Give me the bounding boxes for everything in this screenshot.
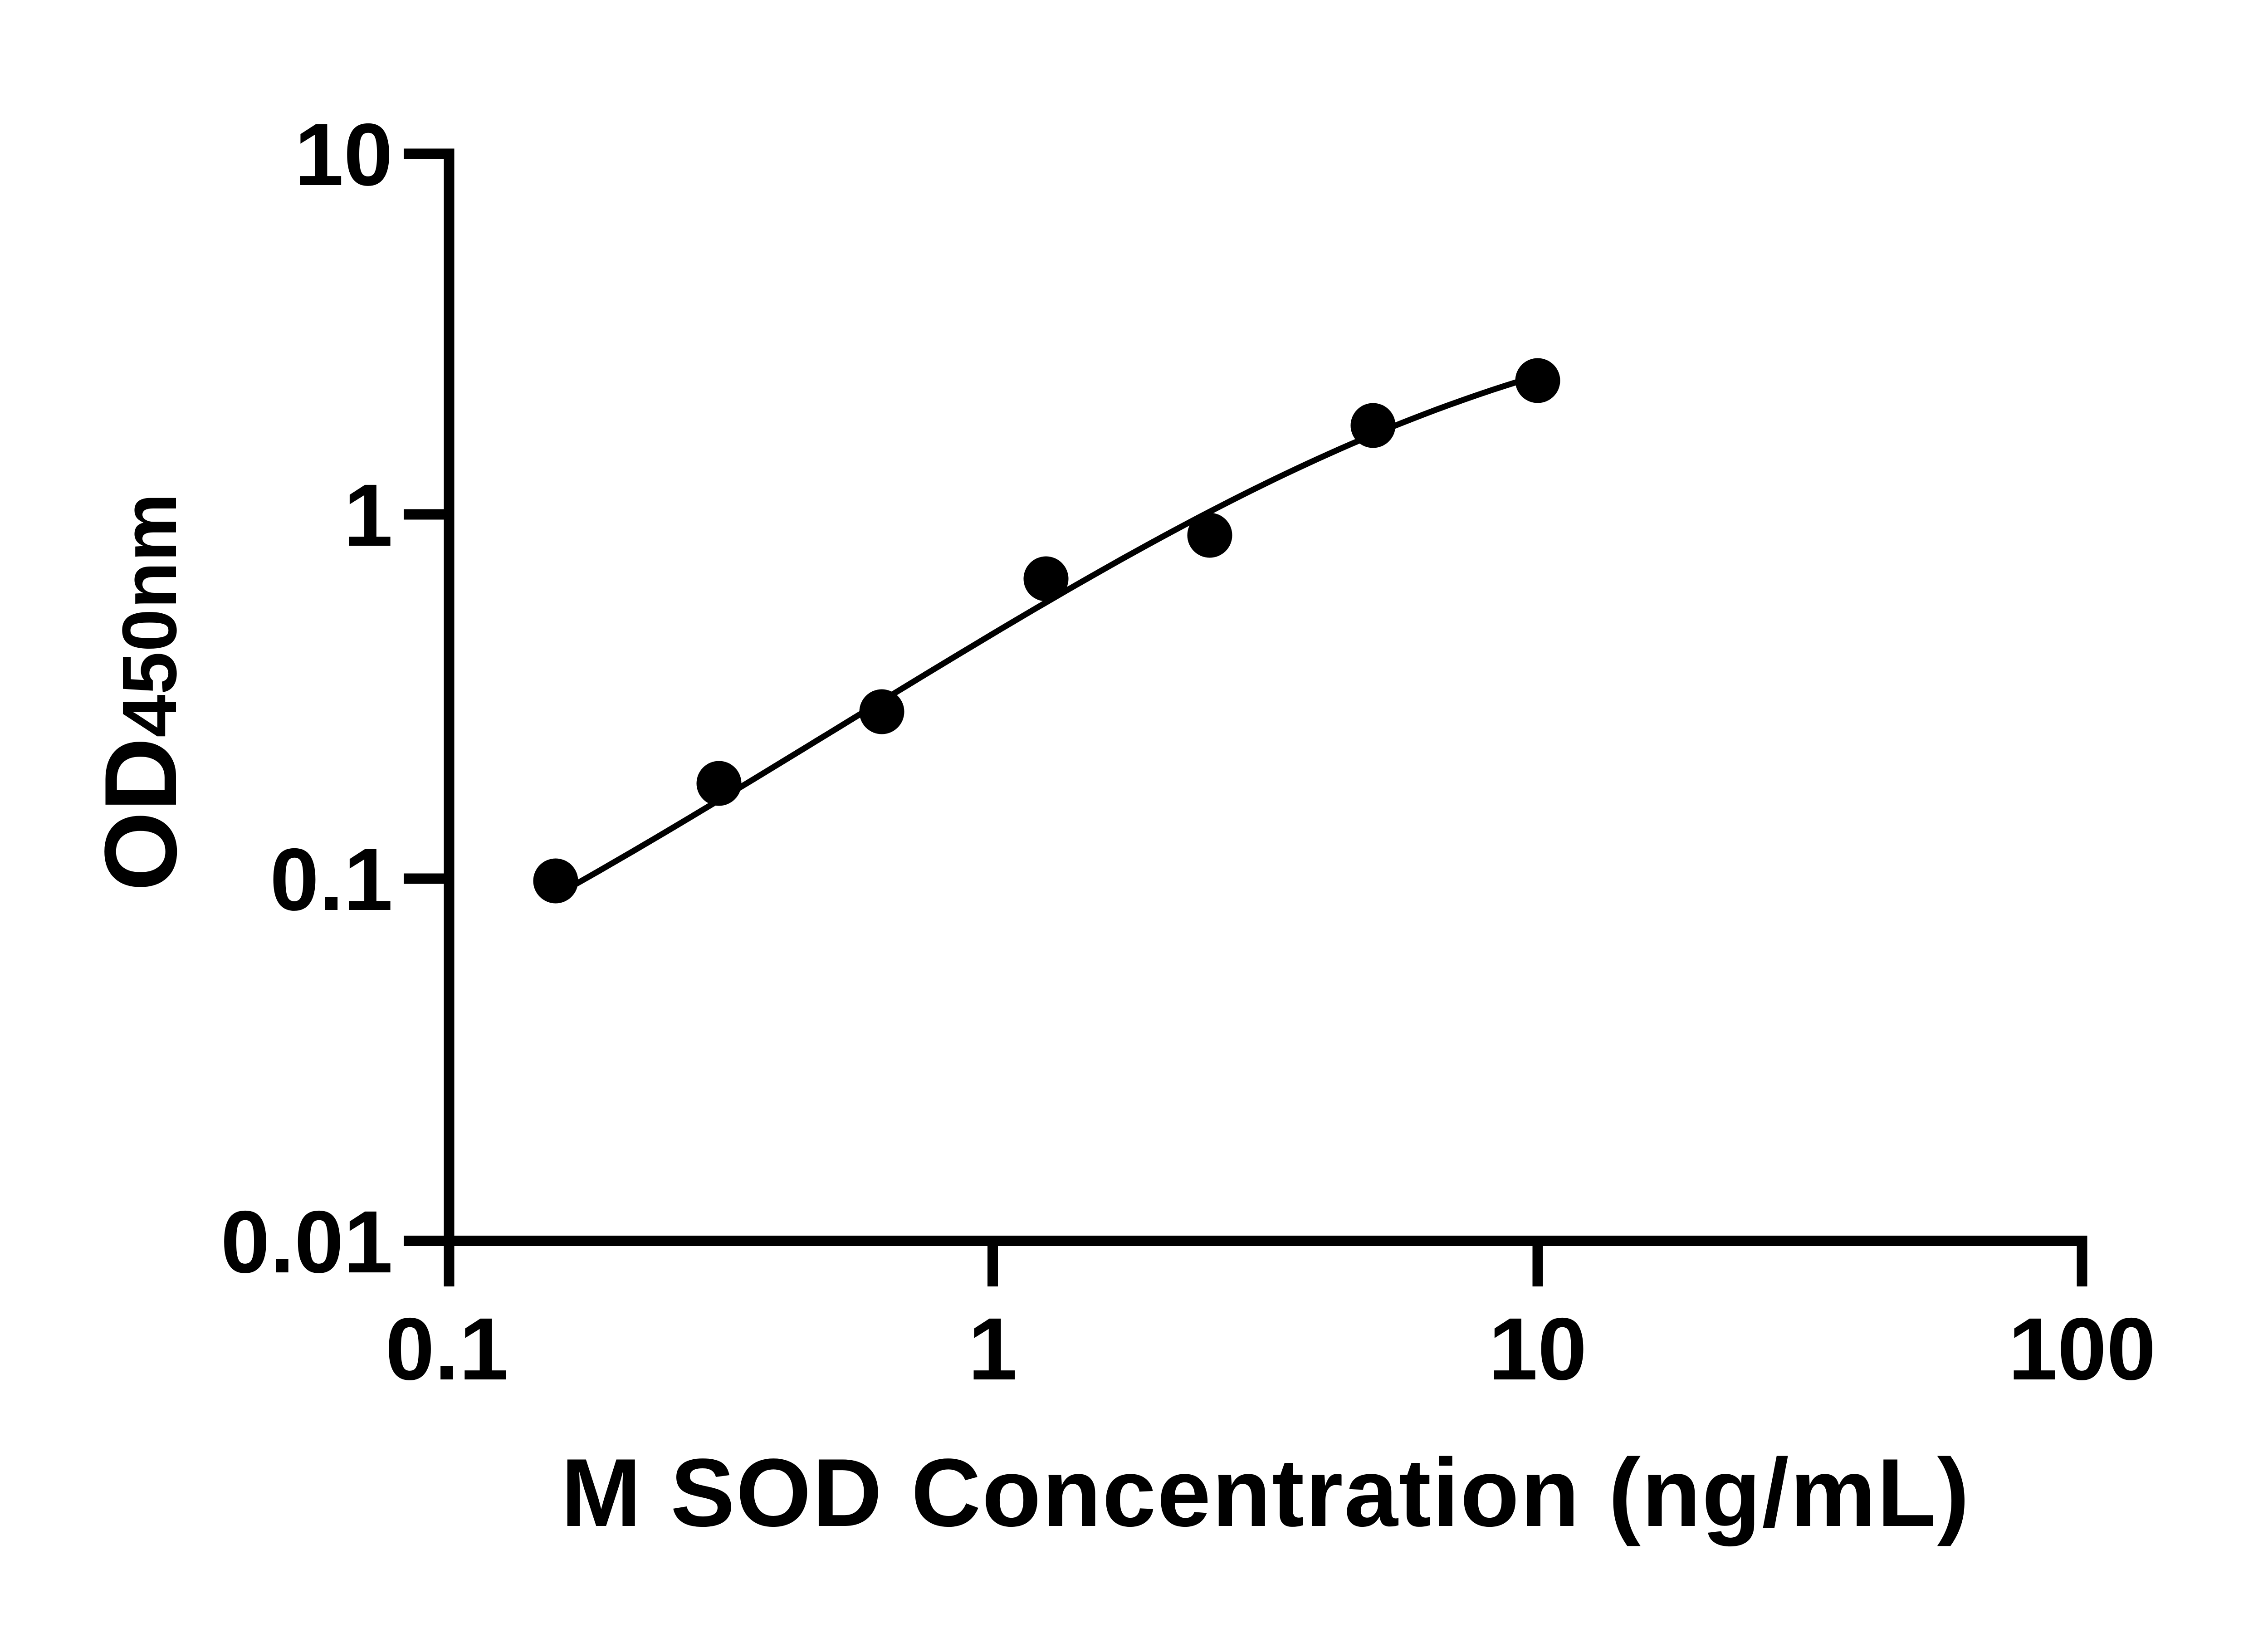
svg-text:0.1: 0.1 bbox=[270, 830, 393, 929]
svg-text:M SOD Concentration (ng/mL): M SOD Concentration (ng/mL) bbox=[561, 1439, 1970, 1547]
svg-text:10: 10 bbox=[294, 105, 393, 204]
svg-text:0.01: 0.01 bbox=[220, 1193, 393, 1291]
svg-text:100: 100 bbox=[2008, 1300, 2156, 1398]
svg-text:10: 10 bbox=[1489, 1300, 1587, 1398]
svg-text:1: 1 bbox=[344, 466, 393, 565]
svg-text:0.1: 0.1 bbox=[385, 1300, 508, 1398]
svg-text:1: 1 bbox=[968, 1300, 1017, 1398]
